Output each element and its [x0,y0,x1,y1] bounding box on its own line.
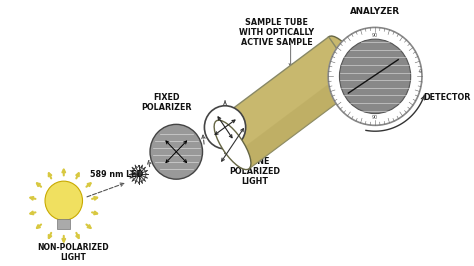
Text: FIXED
POLARIZER: FIXED POLARIZER [142,93,192,113]
Circle shape [328,27,422,125]
Circle shape [339,39,410,114]
Polygon shape [216,37,362,169]
Circle shape [150,124,202,179]
Text: 589 nm LED: 589 nm LED [90,170,143,179]
Text: 0: 0 [419,69,422,74]
Circle shape [204,106,246,149]
Ellipse shape [214,120,251,170]
Text: 90: 90 [372,115,378,120]
Text: 90: 90 [372,33,378,38]
Text: PLANE
POLARIZED
LIGHT: PLANE POLARIZED LIGHT [229,157,281,186]
Text: ANALYZER: ANALYZER [350,7,400,16]
Text: NON-POLARIZED
LIGHT: NON-POLARIZED LIGHT [37,243,109,262]
Ellipse shape [327,36,364,85]
Text: DETECTOR: DETECTOR [423,93,470,102]
Text: SAMPLE TUBE
WITH OPTICALLY
ACTIVE SAMPLE: SAMPLE TUBE WITH OPTICALLY ACTIVE SAMPLE [239,18,314,47]
FancyBboxPatch shape [57,219,70,229]
Polygon shape [237,68,362,169]
Circle shape [45,181,82,220]
